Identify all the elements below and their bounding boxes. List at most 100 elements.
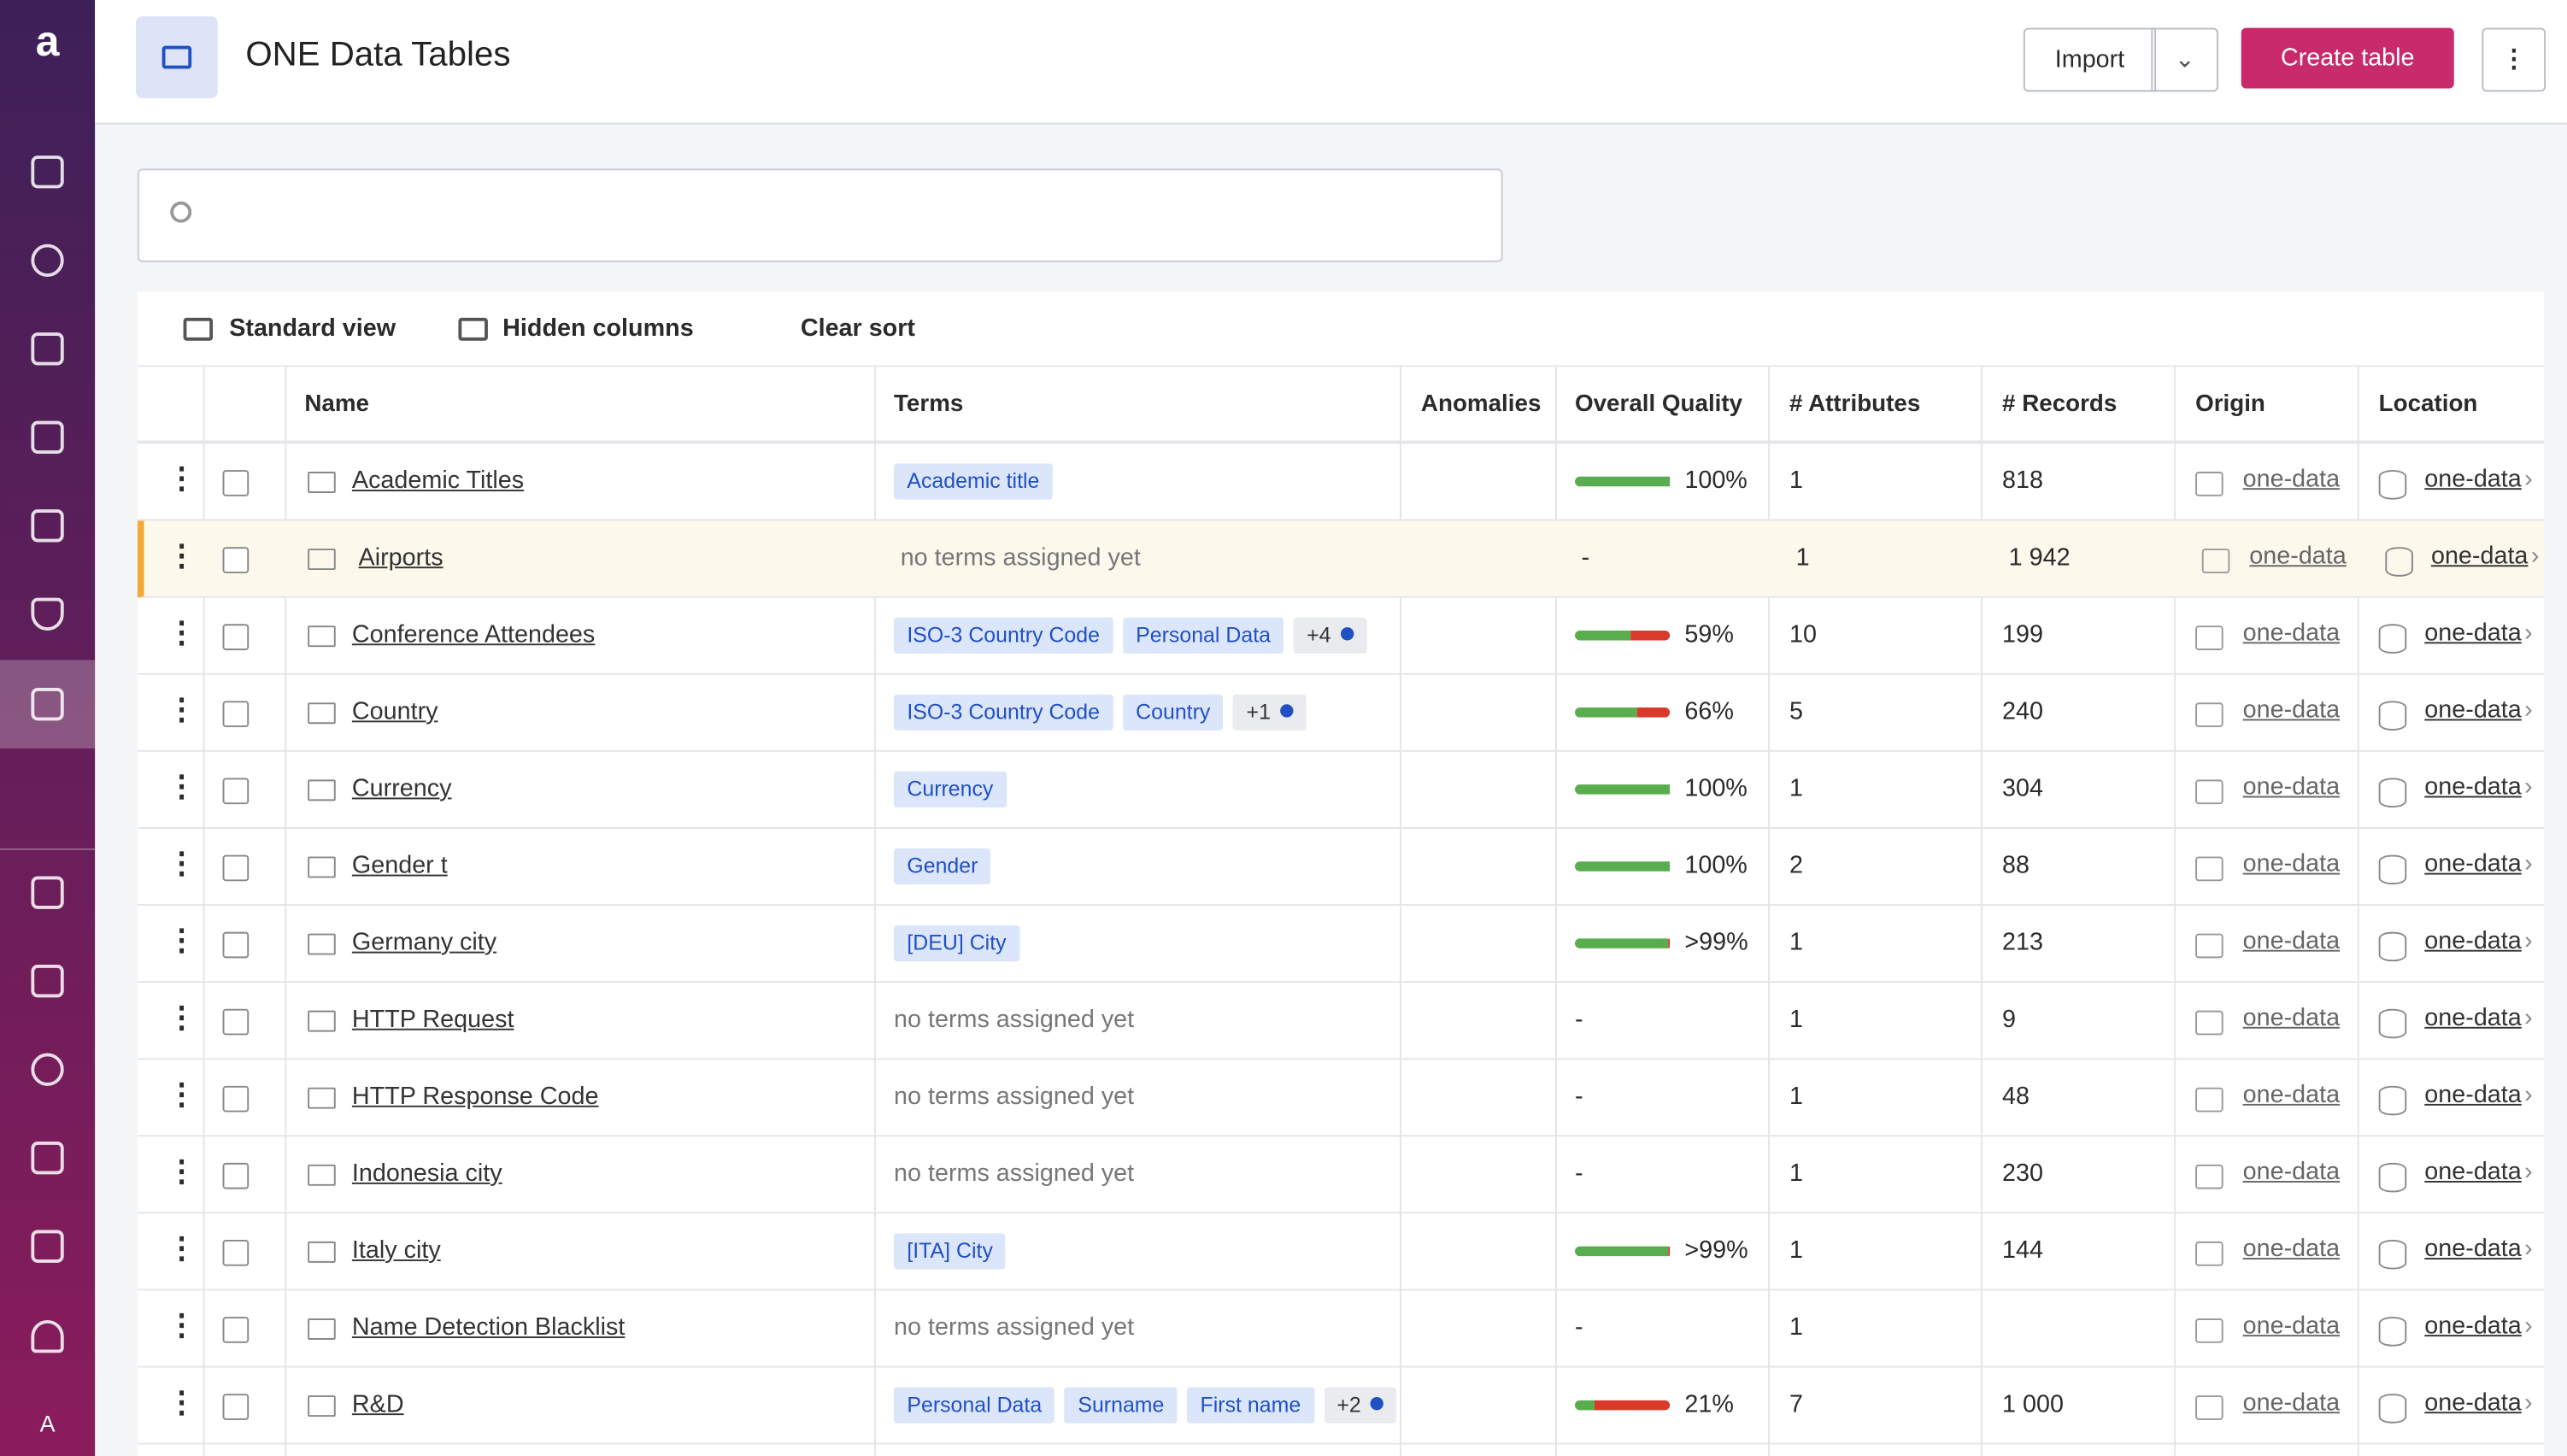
row-menu[interactable]: ⋮ <box>167 692 197 726</box>
origin[interactable]: one-data <box>2242 1312 2341 1340</box>
row-checkbox[interactable] <box>222 547 250 573</box>
nav-list[interactable] <box>31 876 64 909</box>
table-row[interactable]: ⋮ Conference Attendees ISO-3 Country Code P… <box>137 598 2545 675</box>
user-avatar[interactable]: A <box>39 1410 56 1437</box>
row-menu[interactable]: ⋮ <box>167 1001 197 1034</box>
import-dropdown[interactable]: ⌄ <box>2151 27 2218 92</box>
logo[interactable]: a <box>35 16 60 66</box>
search-box[interactable] <box>137 168 1503 262</box>
row-menu[interactable]: ⋮ <box>167 615 197 649</box>
clear-sort[interactable]: Clear sort <box>800 314 915 343</box>
location[interactable]: one-data <box>2424 926 2522 955</box>
nav-notifications[interactable] <box>31 1319 64 1353</box>
row-checkbox[interactable] <box>222 624 250 650</box>
origin[interactable]: one-data <box>2242 619 2341 648</box>
origin[interactable]: one-data <box>2249 542 2347 571</box>
column-header[interactable]: Origin <box>2195 391 2265 418</box>
table-name[interactable]: Germany city <box>351 928 497 957</box>
create-table-button[interactable]: Create table <box>2241 27 2454 89</box>
column-header[interactable]: Overall Quality <box>1574 391 1743 418</box>
location[interactable]: one-data <box>2424 1388 2522 1418</box>
row-menu[interactable]: ⋮ <box>167 1154 197 1188</box>
origin[interactable]: one-data <box>2242 926 2341 955</box>
origin[interactable]: one-data <box>2242 465 2341 493</box>
row-menu[interactable]: ⋮ <box>167 461 197 495</box>
row-menu[interactable]: ⋮ <box>167 538 197 572</box>
location[interactable]: one-data <box>2424 696 2522 725</box>
table-name[interactable]: R&D <box>351 1390 404 1418</box>
column-header[interactable]: Anomalies <box>1420 391 1542 418</box>
table-name[interactable]: Name Detection Blacklist <box>351 1313 626 1342</box>
nav-search[interactable] <box>31 244 64 277</box>
origin[interactable]: one-data <box>2242 849 2341 878</box>
term-tag[interactable]: Currency <box>894 771 1007 807</box>
table-row[interactable]: ⋮ Academic Titles Academic title 100% 1 818 on… <box>137 443 2545 521</box>
row-menu[interactable]: ⋮ <box>167 924 197 957</box>
column-header[interactable]: Name <box>304 391 370 418</box>
row-checkbox[interactable] <box>222 854 250 882</box>
location[interactable]: one-data <box>2424 1158 2522 1186</box>
nav-catalog[interactable] <box>31 420 64 454</box>
origin[interactable]: one-data <box>2242 1235 2341 1263</box>
nav-settings[interactable] <box>31 1053 64 1086</box>
table-name[interactable]: Airports <box>358 543 443 572</box>
more-tag[interactable]: +2 <box>1324 1387 1397 1424</box>
more-button[interactable]: ⋮ <box>2482 27 2546 92</box>
nav-tasks[interactable] <box>31 1142 64 1175</box>
location[interactable]: one-data <box>2424 849 2522 878</box>
table-name[interactable]: Indonesia city <box>351 1160 502 1188</box>
row-checkbox[interactable] <box>222 778 250 805</box>
nav-report[interactable] <box>31 964 64 998</box>
term-tag[interactable]: ISO-3 Country Code <box>894 617 1113 654</box>
table-row[interactable]: ⋮ Airports no terms assigned yet - 1 1 942 one… <box>137 520 2545 598</box>
import-button[interactable]: Import <box>2023 27 2157 92</box>
row-checkbox[interactable] <box>222 470 250 496</box>
table-row[interactable]: ⋮ HTTP Response Code no terms assigned yet… <box>137 1060 2545 1137</box>
location[interactable]: one-data <box>2430 542 2529 571</box>
hidden-columns[interactable]: Hidden columns <box>502 314 694 343</box>
term-tag[interactable]: Surname <box>1065 1387 1178 1424</box>
column-header[interactable]: Terms <box>894 391 964 418</box>
row-checkbox[interactable] <box>222 931 250 959</box>
table-name[interactable]: Gender t <box>351 851 448 880</box>
row-menu[interactable]: ⋮ <box>167 1231 197 1265</box>
origin[interactable]: one-data <box>2242 696 2341 725</box>
origin[interactable]: one-data <box>2242 1388 2341 1418</box>
term-tag[interactable]: [DEU] City <box>894 925 1019 962</box>
term-tag[interactable]: Gender <box>894 848 991 885</box>
term-tag[interactable]: [ITA] City <box>894 1233 1007 1270</box>
location[interactable]: one-data <box>2424 772 2522 801</box>
table-name[interactable]: Academic Titles <box>351 467 525 495</box>
row-menu[interactable]: ⋮ <box>167 769 197 803</box>
table-row[interactable]: ⋮ Country ISO-3 Country Code Country +1 66% 5 2… <box>137 675 2545 752</box>
term-tag[interactable]: First name <box>1187 1387 1314 1424</box>
column-header[interactable]: # Records <box>2002 391 2118 418</box>
row-checkbox[interactable] <box>222 1008 250 1036</box>
nav-monitor[interactable] <box>31 1230 64 1263</box>
table-name[interactable]: Currency <box>351 774 452 803</box>
table-name[interactable]: Country <box>351 697 438 726</box>
nav-home[interactable] <box>31 156 64 189</box>
nav-glossary[interactable] <box>31 332 64 366</box>
row-menu[interactable]: ⋮ <box>167 1385 197 1418</box>
table-name[interactable]: Conference Attendees <box>351 620 596 649</box>
row-checkbox[interactable] <box>222 1317 250 1343</box>
origin[interactable]: one-data <box>2242 1003 2341 1032</box>
location[interactable]: one-data <box>2424 465 2522 493</box>
row-checkbox[interactable] <box>222 1085 250 1113</box>
row-checkbox[interactable] <box>222 701 250 728</box>
origin[interactable]: one-data <box>2242 1158 2341 1186</box>
origin[interactable]: one-data <box>2242 1081 2341 1109</box>
term-tag[interactable]: Personal Data <box>1122 617 1284 654</box>
row-checkbox[interactable] <box>222 1394 250 1420</box>
table-row[interactable]: ⋮ Gender t Gender 100% 2 88 one-data one-data › <box>137 829 2545 906</box>
table-row[interactable]: ⋮ HTTP Request no terms assigned yet - 1 9 one… <box>137 983 2545 1060</box>
row-menu[interactable]: ⋮ <box>167 1308 197 1342</box>
table-row[interactable]: ⋮ Indonesia city no terms assigned yet - 1 23… <box>137 1136 2545 1214</box>
more-tag[interactable]: +4 <box>1293 617 1367 654</box>
origin[interactable]: one-data <box>2242 772 2341 801</box>
standard-view[interactable]: Standard view <box>229 314 397 343</box>
location[interactable]: one-data <box>2424 1081 2522 1109</box>
term-tag[interactable]: ISO-3 Country Code <box>894 694 1113 731</box>
table-name[interactable]: HTTP Response Code <box>351 1083 599 1111</box>
